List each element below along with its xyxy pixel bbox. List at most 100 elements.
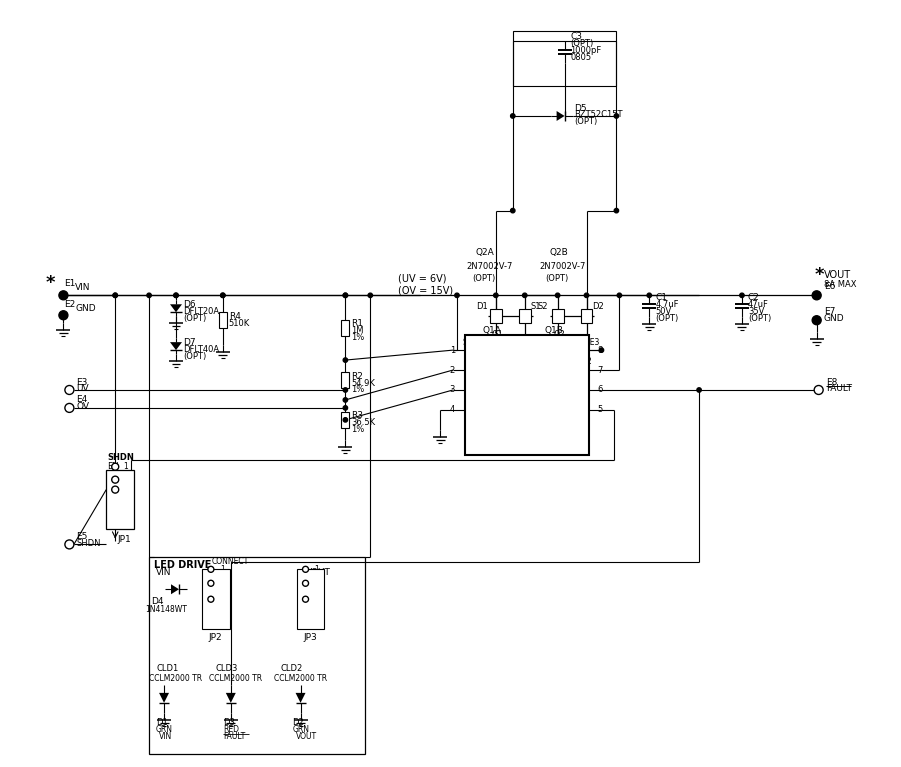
Text: 47uF: 47uF	[748, 300, 769, 309]
Text: LED: LED	[212, 569, 227, 578]
Polygon shape	[159, 693, 169, 703]
Text: 1%: 1%	[351, 426, 365, 434]
Bar	[296, 569, 324, 629]
Text: R2: R2	[351, 371, 363, 380]
Text: 2: 2	[450, 366, 455, 374]
Text: SHDN: SHDN	[560, 406, 586, 414]
Circle shape	[208, 566, 214, 572]
Text: 4: 4	[450, 406, 455, 414]
Text: (OPT): (OPT)	[546, 274, 569, 283]
Text: G2: G2	[580, 357, 592, 366]
Bar	[519, 309, 531, 323]
Text: G1: G1	[489, 357, 501, 366]
Text: Q1B: Q1B	[545, 326, 563, 334]
Circle shape	[208, 581, 214, 586]
Text: 50V: 50V	[655, 307, 671, 316]
Circle shape	[812, 291, 821, 300]
Text: VIN: VIN	[76, 283, 91, 292]
Text: 1M: 1M	[351, 326, 364, 335]
Circle shape	[174, 293, 178, 298]
Circle shape	[740, 293, 744, 298]
Text: C2: C2	[748, 293, 760, 301]
Circle shape	[343, 293, 348, 298]
Text: (UV = 6V): (UV = 6V)	[398, 273, 447, 283]
Circle shape	[585, 293, 588, 298]
Text: U1: U1	[477, 426, 496, 439]
Circle shape	[303, 596, 308, 602]
Text: GRN: GRN	[156, 726, 173, 734]
Text: VOUT: VOUT	[305, 568, 331, 577]
Text: VIN: VIN	[156, 568, 171, 577]
Circle shape	[112, 463, 119, 470]
Text: CCLM2000 TR: CCLM2000 TR	[274, 674, 327, 683]
Text: 0805: 0805	[570, 53, 592, 61]
Circle shape	[343, 418, 348, 422]
Text: CLD3: CLD3	[216, 664, 238, 673]
Text: 54.9K: 54.9K	[351, 378, 375, 387]
Text: 6: 6	[597, 386, 603, 394]
Text: FAULT: FAULT	[825, 384, 851, 393]
Text: D7: D7	[183, 337, 196, 347]
Circle shape	[696, 388, 701, 392]
Circle shape	[112, 476, 119, 483]
Text: 2: 2	[123, 475, 128, 484]
Circle shape	[614, 114, 619, 118]
Text: 8A MAX: 8A MAX	[824, 280, 856, 289]
Circle shape	[614, 209, 619, 212]
Bar	[513, 31, 616, 86]
Text: (OPT): (OPT)	[183, 351, 206, 360]
Text: (OPT): (OPT)	[655, 314, 678, 323]
Circle shape	[221, 293, 225, 298]
Text: *: *	[815, 266, 824, 285]
Circle shape	[815, 386, 824, 394]
Circle shape	[67, 405, 72, 411]
Circle shape	[343, 406, 348, 410]
Text: 1000pF: 1000pF	[570, 46, 602, 54]
Circle shape	[494, 293, 498, 298]
Text: 1%: 1%	[351, 333, 365, 342]
Circle shape	[343, 293, 348, 298]
Text: DFLT40A: DFLT40A	[183, 344, 219, 354]
Text: Q1A: Q1A	[483, 326, 502, 334]
Circle shape	[599, 348, 604, 352]
Text: (OPT): (OPT)	[748, 314, 771, 323]
Text: UV: UV	[469, 366, 481, 374]
Circle shape	[114, 478, 117, 482]
Bar	[106, 469, 134, 529]
Circle shape	[815, 387, 822, 393]
Circle shape	[343, 388, 348, 392]
Text: (OV = 15V): (OV = 15V)	[398, 285, 453, 295]
Circle shape	[304, 568, 307, 571]
Text: R4: R4	[229, 311, 241, 321]
Bar	[551, 309, 564, 323]
Bar	[580, 309, 593, 323]
Circle shape	[303, 581, 308, 586]
Text: E4: E4	[77, 396, 87, 404]
Text: 2: 2	[314, 579, 319, 588]
Circle shape	[647, 293, 651, 298]
Circle shape	[369, 293, 372, 298]
Text: GATE: GATE	[562, 346, 586, 354]
Polygon shape	[170, 304, 182, 312]
Text: OV: OV	[469, 386, 482, 394]
Text: SI4214DY-T1-GE3: SI4214DY-T1-GE3	[463, 337, 528, 347]
Text: (OPT): (OPT)	[570, 39, 594, 48]
Polygon shape	[557, 111, 565, 121]
Text: E5: E5	[77, 532, 87, 541]
Text: G1: G1	[492, 330, 504, 339]
Circle shape	[209, 597, 213, 601]
Text: 3: 3	[220, 594, 224, 604]
Circle shape	[65, 540, 74, 549]
Circle shape	[208, 596, 214, 602]
Text: D1: D1	[476, 301, 487, 311]
Text: (OPT): (OPT)	[472, 274, 496, 283]
Circle shape	[343, 358, 348, 362]
Text: LED DRIVE: LED DRIVE	[154, 561, 212, 571]
Text: G2: G2	[553, 330, 565, 339]
Text: Q2B: Q2B	[550, 248, 569, 257]
Text: E1: E1	[64, 279, 76, 288]
Text: 1: 1	[220, 565, 224, 574]
Text: D2: D2	[293, 718, 305, 727]
Circle shape	[209, 581, 213, 585]
Circle shape	[113, 293, 117, 298]
